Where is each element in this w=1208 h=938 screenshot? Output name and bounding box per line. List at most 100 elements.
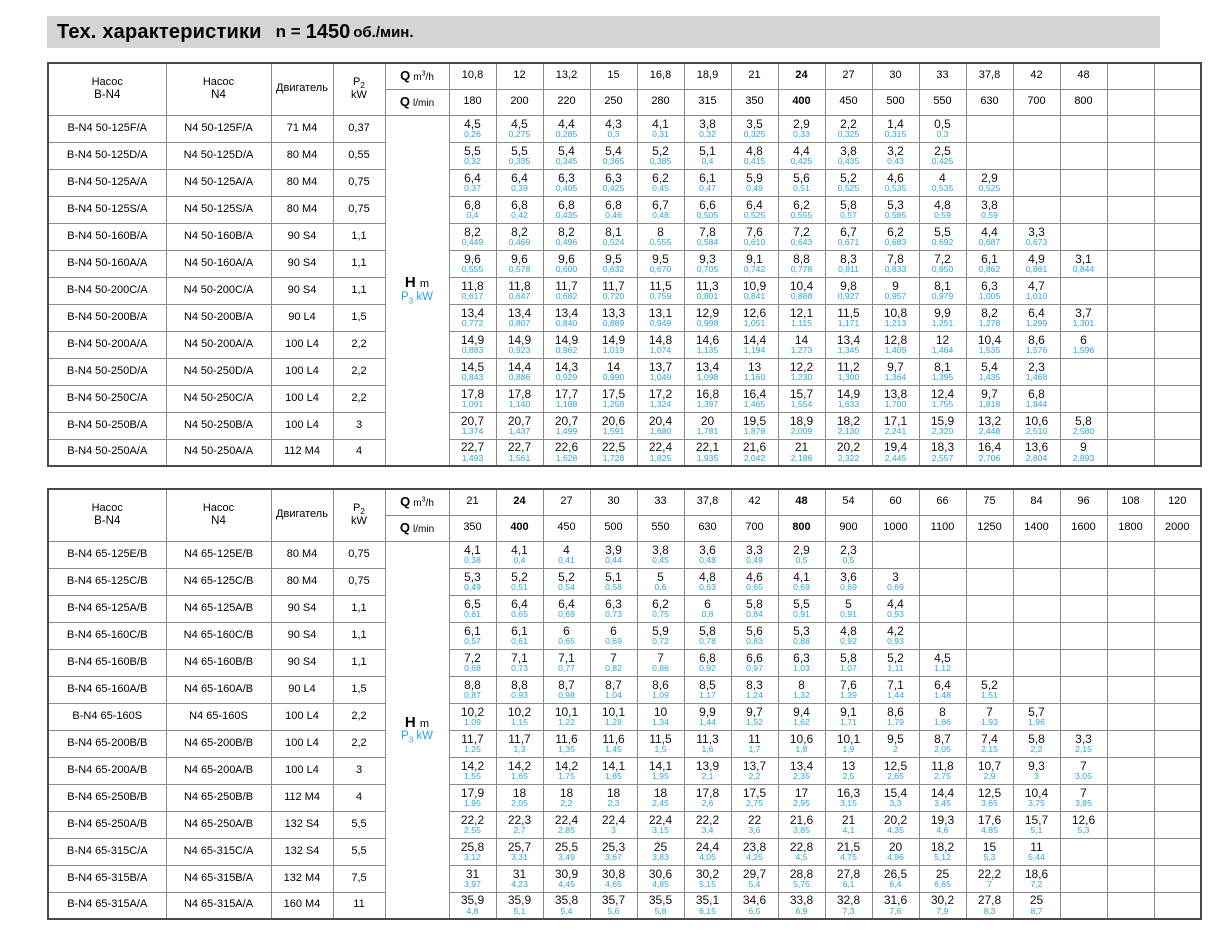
pump-n4-name: N4 50-160B/A <box>165 222 272 251</box>
power-value: 0,469 <box>508 237 531 248</box>
head-value: 18,6 <box>1024 866 1049 881</box>
head-value: 11,3 <box>696 731 719 746</box>
power-value: 3,65 <box>981 798 998 809</box>
power-value: 1,596 <box>1072 345 1095 356</box>
table-row: B-N4 50-160A/A N4 50-160A/A 90 S4 1,1 9,6 0,5… <box>47 249 1202 278</box>
duty-point-cell: 5,8 2,2 <box>1012 729 1061 758</box>
power-value: 0,425 <box>602 183 625 194</box>
head-value: 5,8 <box>840 197 857 212</box>
head-value: 8,3 <box>840 251 857 266</box>
power-value: 1,299 <box>1025 318 1048 329</box>
duty-point-cell: 35,7 5,6 <box>589 891 638 920</box>
power-value: 0,37 <box>464 183 481 194</box>
power-value: 1,464 <box>931 345 954 356</box>
head-value: 10,4 <box>1024 785 1049 800</box>
duty-point-cell: 8 0,555 <box>636 222 685 251</box>
head-value: 4,4 <box>981 224 998 239</box>
table-row: B-N4 65-200A/B N4 65-200A/B 100 L4 3 14,2 1,5… <box>47 756 1202 785</box>
power-value: 0,778 <box>790 264 813 275</box>
power-value: 0,41 <box>558 555 575 566</box>
duty-point-cell: 5,8 0,84 <box>730 594 779 623</box>
power-value: 6,65 <box>934 879 951 890</box>
duty-point-cell: 10,1 1,28 <box>589 702 638 731</box>
q-lmin-value: 550 <box>918 88 967 116</box>
q-m3h-value: 15 <box>589 62 638 90</box>
head-value: 8 <box>939 704 946 719</box>
pump-bn4-name: B-N4 50-200A/A <box>47 330 167 359</box>
q-m3h-value: 48 <box>1059 62 1108 90</box>
power-value: 1,010 <box>1025 291 1048 302</box>
q-lmin-value: 800 <box>777 514 826 542</box>
q-lmin-value: 450 <box>824 88 873 116</box>
head-value: 13,4 <box>460 305 485 320</box>
power-value: 4,5 <box>795 852 808 863</box>
duty-point-cell <box>1059 864 1108 893</box>
head-value: 8,6 <box>887 704 904 719</box>
head-value: 6,1 <box>981 251 998 266</box>
head-value: 9,9 <box>699 704 716 719</box>
head-value: 5,5 <box>934 224 951 239</box>
power-value: 8,3 <box>983 906 996 917</box>
duty-point-cell: 13,7 2,2 <box>730 756 779 785</box>
head-value: 13,7 <box>742 758 767 773</box>
duty-point-cell: 8,8 0,87 <box>448 675 497 704</box>
power-value: 1,93 <box>981 717 998 728</box>
power-value: 3,05 <box>1075 771 1092 782</box>
power-value: 1,32 <box>793 690 810 701</box>
duty-point-cell: 8,1 0,524 <box>589 222 638 251</box>
power-value: 0,720 <box>602 291 625 302</box>
duty-point-cell: 16,4 2,706 <box>965 438 1014 467</box>
duty-point-cell: 10,6 2,510 <box>1012 411 1061 440</box>
duty-point-cell: 25 3,83 <box>636 837 685 866</box>
head-value: 7,2 <box>464 650 481 665</box>
head-value: 14,5 <box>460 359 485 374</box>
duty-point-cell: 13,8 1,700 <box>871 384 920 413</box>
head-value: 4 <box>939 170 946 185</box>
duty-point-cell: 4,4 0,93 <box>871 594 920 623</box>
duty-point-cell: 22,4 2,85 <box>542 810 591 839</box>
head-value: 9,9 <box>934 305 951 320</box>
power-value: 1,03 <box>793 663 810 674</box>
power-value: 1,728 <box>602 453 625 464</box>
head-value: 8,6 <box>652 677 669 692</box>
power-value: 1,074 <box>649 345 672 356</box>
q-lmin-value: 500 <box>589 514 638 542</box>
duty-point-cell: 8,2 0,449 <box>448 222 497 251</box>
duty-point-cell: 14,2 1,75 <box>542 756 591 785</box>
duty-point-cell: 5,7 1,96 <box>1012 702 1061 731</box>
duty-point-cell <box>1153 783 1202 812</box>
duty-point-cell: 7,6 1,39 <box>824 675 873 704</box>
head-value: 5,2 <box>511 569 528 584</box>
power-value: 0,4 <box>466 210 479 221</box>
duty-point-cell: 4,8 0,63 <box>683 567 732 596</box>
duty-point-cell: 8,3 0,811 <box>824 249 873 278</box>
duty-point-cell: 18 2,05 <box>495 783 544 812</box>
duty-point-cell <box>1059 648 1108 677</box>
pump-bn4-name: B-N4 65-250A/B <box>47 810 167 839</box>
power-value: 0,843 <box>461 372 484 383</box>
power-value: 0,75 <box>652 609 669 620</box>
power-value: 1,51 <box>981 690 998 701</box>
duty-point-cell: 3,6 0,48 <box>683 540 732 569</box>
q-m3h-value: 33 <box>918 62 967 90</box>
head-value: 22,4 <box>601 812 626 827</box>
duty-point-cell <box>918 621 967 650</box>
power-value: 1,62 <box>793 717 810 728</box>
power-value: 5,75 <box>793 879 810 890</box>
duty-point-cell: 8,3 1,24 <box>730 675 779 704</box>
power-value: 1,44 <box>887 690 904 701</box>
duty-point-cell: 11,7 1,3 <box>495 729 544 758</box>
duty-point-cell: 6,8 0,46 <box>589 195 638 224</box>
head-value: 6 <box>610 623 617 638</box>
q-lmin-value: 450 <box>542 514 591 542</box>
head-value: 23,8 <box>742 839 767 854</box>
head-value: 8,7 <box>934 731 951 746</box>
duty-point-cell: 11,8 2,75 <box>918 756 967 785</box>
head-value: 13,6 <box>1024 440 1049 455</box>
head-value: 10,2 <box>460 704 485 719</box>
power-value: 1,8 <box>795 744 808 755</box>
duty-point-cell: 5,3 0,49 <box>448 567 497 596</box>
power-value: 1,300 <box>837 372 860 383</box>
q-lmin-value <box>1153 88 1202 116</box>
power-value: 4,8 <box>466 906 479 917</box>
